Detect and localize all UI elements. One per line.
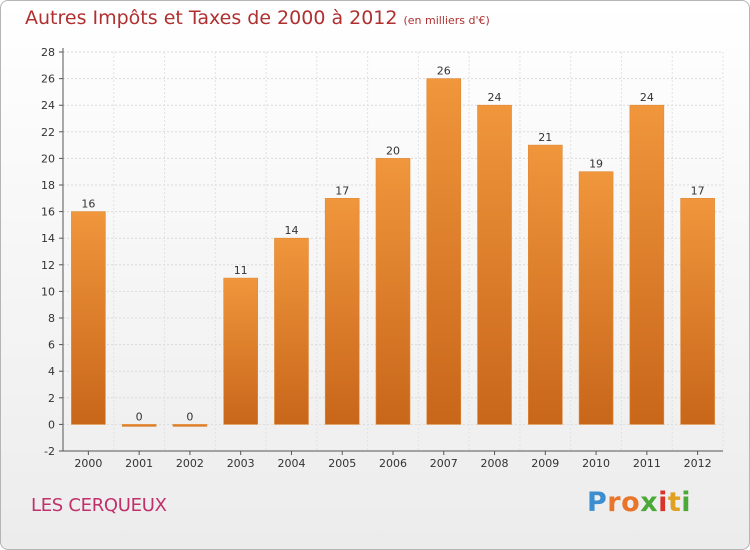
bar	[223, 277, 258, 425]
y-tick-label: 14	[41, 232, 55, 245]
x-tick-label: 2000	[74, 457, 102, 470]
y-tick-label: 22	[41, 126, 55, 139]
bar	[172, 424, 208, 427]
data-label: 19	[589, 158, 603, 171]
data-label: 24	[640, 91, 654, 104]
data-label: 21	[538, 131, 552, 144]
bar	[528, 144, 563, 425]
x-tick-label: 2006	[379, 457, 407, 470]
bar	[578, 171, 614, 425]
x-tick-label: 2012	[684, 457, 712, 470]
data-label: 20	[386, 144, 400, 157]
data-label: 0	[136, 410, 143, 423]
y-tick-label: 0	[48, 418, 55, 431]
x-tick-label: 2004	[277, 457, 305, 470]
x-tick-label: 2011	[633, 457, 661, 470]
logo-letter: t	[667, 487, 682, 518]
x-tick-label: 2009	[531, 457, 559, 470]
bar	[375, 158, 411, 425]
y-tick-label: 18	[41, 179, 55, 192]
x-tick-label: 2007	[430, 457, 458, 470]
logo-letter: i	[681, 487, 692, 518]
y-tick-label: 20	[41, 152, 55, 165]
x-tick-label: 2001	[125, 457, 153, 470]
data-label: 14	[284, 224, 298, 237]
data-label: 17	[335, 184, 349, 197]
logo-letter: x	[640, 487, 659, 518]
y-tick-label: 8	[48, 312, 55, 325]
bar	[629, 104, 665, 425]
data-label: 17	[691, 184, 705, 197]
bar	[274, 237, 309, 425]
y-tick-label: 2	[48, 392, 55, 405]
bar	[426, 78, 462, 425]
logo-letter: i	[658, 487, 668, 518]
bar	[121, 424, 157, 427]
commune-name: LES CERQUEUX	[31, 495, 167, 516]
y-tick-label: 26	[41, 73, 55, 86]
x-tick-label: 2005	[328, 457, 356, 470]
x-tick-label: 2008	[481, 457, 509, 470]
x-tick-label: 2002	[176, 457, 204, 470]
x-tick-label: 2003	[227, 457, 255, 470]
y-tick-label: 28	[41, 46, 55, 59]
bar	[324, 198, 360, 425]
logo-letter: r	[607, 487, 622, 518]
data-label: 26	[437, 65, 451, 78]
bar	[477, 104, 512, 425]
x-tick-label: 2010	[582, 457, 610, 470]
logo-letter: P	[587, 487, 608, 518]
bar	[71, 211, 106, 425]
data-label: 0	[186, 410, 193, 423]
data-label: 24	[488, 91, 502, 104]
logo-letter: o	[621, 487, 641, 518]
title-text: Autres Impôts et Taxes de 2000 à 2012	[25, 7, 398, 29]
y-tick-label: 4	[48, 365, 55, 378]
bar	[680, 198, 715, 425]
data-label: 11	[234, 264, 248, 277]
chart-title: Autres Impôts et Taxes de 2000 à 2012 (en…	[25, 7, 490, 29]
y-tick-label: 12	[41, 259, 55, 272]
proxiti-logo: Proxiti	[587, 487, 691, 518]
y-tick-label: -2	[44, 445, 55, 458]
data-label: 16	[81, 198, 95, 211]
chart-subtitle: (en milliers d'€)	[403, 14, 490, 27]
y-tick-label: 24	[41, 99, 55, 112]
y-tick-label: 10	[41, 285, 55, 298]
y-tick-label: 16	[41, 206, 55, 219]
y-tick-label: 6	[48, 339, 55, 352]
